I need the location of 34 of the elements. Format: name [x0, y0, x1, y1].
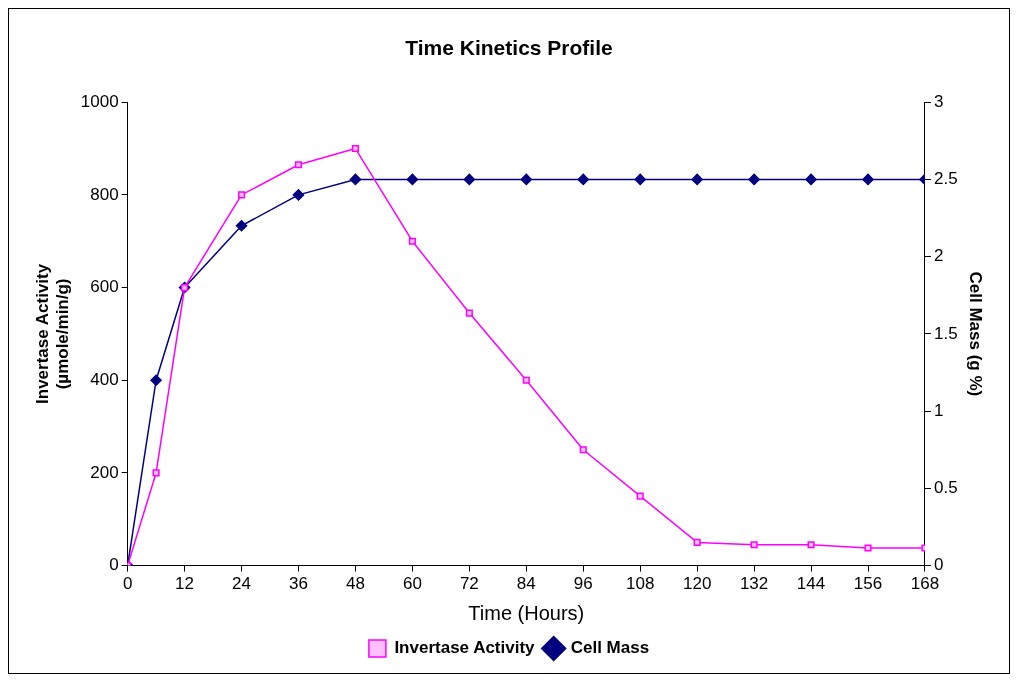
- y2-tick-label: 3: [933, 91, 944, 111]
- x-tick-label: 132: [739, 574, 769, 594]
- y2-axis-title: Cell Mass (g %): [966, 271, 986, 397]
- y2-tick-label: 0.5: [933, 478, 958, 498]
- legend-label: Cell Mass: [570, 638, 650, 658]
- y-tick-label: 1000: [80, 91, 119, 111]
- x-tick-label: 96: [573, 574, 593, 594]
- y-tick-label: 0: [109, 555, 119, 575]
- y2-tick-label: 1: [933, 400, 944, 420]
- x-tick-label: 12: [175, 574, 195, 594]
- x-tick-label: 84: [516, 574, 536, 594]
- x-tick-label: 156: [853, 574, 883, 594]
- y-tick-label: 600: [90, 277, 119, 297]
- x-tick-label: 24: [232, 574, 251, 594]
- x-tick-label: 168: [910, 574, 940, 594]
- y2-tick-label: 2: [933, 246, 944, 266]
- y2-tick-label: 2.5: [933, 169, 958, 189]
- y-tick-label: 400: [90, 369, 119, 389]
- x-tick-label: 72: [459, 574, 479, 594]
- y-tick-label: 800: [90, 184, 119, 204]
- x-axis-title: Time (Hours): [468, 601, 585, 624]
- x-tick-label: 0: [122, 574, 133, 594]
- legend-label: Invertase Activity: [394, 638, 536, 658]
- y2-tick-label: 0: [933, 555, 944, 575]
- x-tick-label: 48: [345, 574, 365, 594]
- x-tick-label: 120: [682, 574, 712, 594]
- x-tick-label: 144: [796, 574, 826, 594]
- x-tick-label: 108: [626, 574, 655, 594]
- chart-title: Time Kinetics Profile: [405, 36, 613, 60]
- y-tick-label: 200: [90, 462, 119, 482]
- y2-tick-label: 1.5: [933, 323, 958, 343]
- x-tick-label: 60: [402, 574, 422, 594]
- x-tick-label: 36: [289, 574, 308, 594]
- y-axis-title: Invertase Activity (µmole/min/g): [32, 263, 73, 404]
